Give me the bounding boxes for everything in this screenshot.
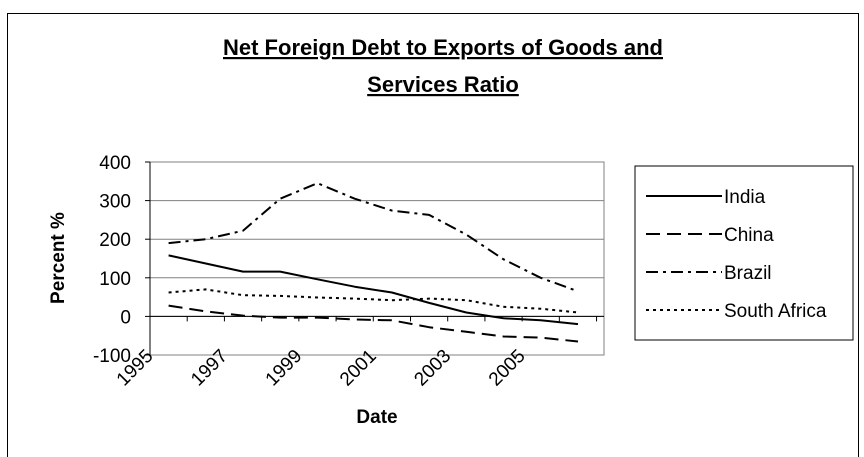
series-line-brazil xyxy=(168,182,579,293)
chart-title-line-2: Services Ratio xyxy=(367,72,519,97)
x-axis-label: Date xyxy=(356,407,397,428)
plot-area xyxy=(149,161,605,356)
y-tick-label: -100 xyxy=(93,346,131,367)
series-line-china xyxy=(168,304,579,343)
y-tick-label: 200 xyxy=(99,230,131,251)
chart-title-line-1: Net Foreign Debt to Exports of Goods and xyxy=(223,35,663,60)
chart-frame xyxy=(7,13,859,457)
series-lines xyxy=(168,182,579,343)
y-axis-label: Percent % xyxy=(48,212,69,304)
y-tick-label: 400 xyxy=(99,153,131,174)
series-line-south-africa xyxy=(168,288,579,314)
y-tick-label: 300 xyxy=(99,192,131,213)
y-tick-label: 0 xyxy=(120,307,131,328)
legend: India China Brazil South Africa xyxy=(646,187,827,322)
legend-label-china: China xyxy=(724,225,774,246)
y-axis-ticks: 400 300 200 100 0 -100 xyxy=(93,153,604,367)
series-line-india xyxy=(168,254,579,326)
legend-label-brazil: Brazil xyxy=(724,263,772,284)
y-tick-label: 100 xyxy=(99,269,131,290)
legend-label-south-africa: South Africa xyxy=(724,301,827,322)
legend-label-india: India xyxy=(724,187,766,208)
